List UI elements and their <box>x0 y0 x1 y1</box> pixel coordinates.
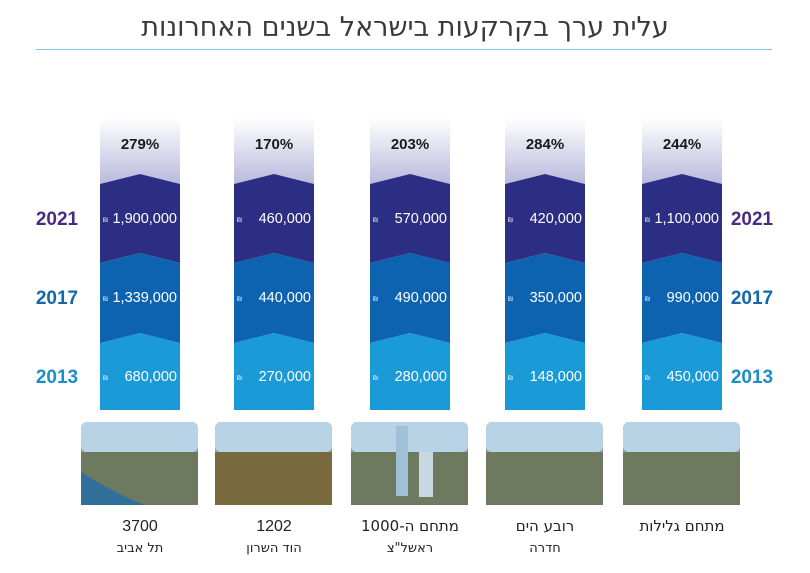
column-1: 279% ₪ 1,900,000 ₪ 1,339,000 ₪ 680,000 3700 תל א… <box>81 118 198 556</box>
shekel-icon: ₪ <box>508 217 513 224</box>
photo-sky <box>215 422 332 452</box>
column-5: 244% ₪ 1,100,000 ₪ 990,000 ₪ 450,000 מתחם גלילו… <box>623 118 740 535</box>
shekel-icon: ₪ <box>237 217 242 224</box>
year-label-left-2017: 2017 <box>36 288 78 309</box>
shekel-icon: ₪ <box>373 217 378 224</box>
band-2013 <box>100 333 180 410</box>
value-2013: 148,000 <box>530 369 582 385</box>
value-2017: 490,000 <box>395 290 447 306</box>
year-label-right-2021: 2021 <box>731 209 774 230</box>
percent-label: 244% <box>663 136 701 153</box>
percent-tab <box>370 118 450 184</box>
project-label: 3700 <box>122 518 158 535</box>
column-2: 170% ₪ 460,000 ₪ 440,000 ₪ 270,000 1202 הוד השרו… <box>215 118 332 556</box>
year-label-right-2017: 2017 <box>731 288 773 309</box>
shekel-icon: ₪ <box>237 375 242 382</box>
photo-sky <box>623 422 740 452</box>
photo-tower <box>396 426 408 496</box>
photo-ground <box>215 452 332 505</box>
percent-label: 203% <box>391 136 429 153</box>
shekel-icon: ₪ <box>645 375 650 382</box>
percent-tab <box>234 118 314 184</box>
band-2017 <box>642 253 722 343</box>
year-label-right-2013: 2013 <box>731 367 773 388</box>
project-label: מתחם ה-1000 <box>361 517 459 535</box>
value-2017: 1,339,000 <box>112 290 177 306</box>
photo-sky <box>81 422 198 452</box>
city-label: ראשל"צ <box>387 541 433 556</box>
band-2013 <box>370 333 450 410</box>
photo-ground <box>623 452 740 505</box>
value-2017: 440,000 <box>259 290 311 306</box>
photo-sky <box>486 422 603 452</box>
percent-tab <box>642 118 722 184</box>
value-2017: 350,000 <box>530 290 582 306</box>
year-label-left-2021: 2021 <box>36 209 79 230</box>
band-2021 <box>234 174 314 263</box>
photo-sky <box>351 422 468 452</box>
photo-tower <box>419 452 433 497</box>
band-2013 <box>642 333 722 410</box>
project-label: מתחם גלילות <box>639 517 724 535</box>
band-2017 <box>234 253 314 343</box>
percent-label: 284% <box>526 136 564 153</box>
value-2021: 1,100,000 <box>654 211 719 227</box>
city-label: הוד השרון <box>246 541 301 556</box>
band-2013 <box>234 333 314 410</box>
percent-label: 170% <box>255 136 293 153</box>
shekel-icon: ₪ <box>103 217 108 224</box>
value-2013: 450,000 <box>667 369 719 385</box>
year-label-left-2013: 2013 <box>36 367 78 388</box>
percent-label: 279% <box>121 136 159 153</box>
band-2017 <box>505 253 585 343</box>
city-label: חדרה <box>529 541 560 556</box>
shekel-icon: ₪ <box>508 296 513 303</box>
city-label: תל אביב <box>117 541 164 556</box>
value-2021: 420,000 <box>530 211 582 227</box>
value-2013: 270,000 <box>259 369 311 385</box>
column-4: 284% ₪ 420,000 ₪ 350,000 ₪ 148,000 רובע הים חדרה <box>486 118 603 556</box>
page-title: עלית ערך בקרקעות בישראל בשנים האחרונות <box>141 12 669 43</box>
band-2021 <box>642 174 722 263</box>
percent-tab <box>505 118 585 184</box>
band-2021 <box>505 174 585 263</box>
value-2013: 680,000 <box>125 369 177 385</box>
photo-sea <box>81 472 146 505</box>
shekel-icon: ₪ <box>373 375 378 382</box>
project-label: 1202 <box>256 518 292 535</box>
value-2021: 570,000 <box>395 211 447 227</box>
value-2017: 990,000 <box>667 290 719 306</box>
title-divider <box>36 49 772 50</box>
band-2017 <box>100 253 180 343</box>
band-2013 <box>505 333 585 410</box>
shekel-icon: ₪ <box>103 296 108 303</box>
project-label: רובע הים <box>516 517 575 535</box>
value-2021: 1,900,000 <box>112 211 177 227</box>
band-2021 <box>100 174 180 263</box>
percent-tab <box>100 118 180 184</box>
photo-ground <box>351 452 468 505</box>
shekel-icon: ₪ <box>103 375 108 382</box>
value-2021: 460,000 <box>259 211 311 227</box>
shekel-icon: ₪ <box>237 296 242 303</box>
value-2013: 280,000 <box>395 369 447 385</box>
band-2017 <box>370 253 450 343</box>
column-3: 203% ₪ 570,000 ₪ 490,000 ₪ 280,000 מתחם ה-1000 ר… <box>351 118 468 556</box>
shekel-icon: ₪ <box>508 375 513 382</box>
shekel-icon: ₪ <box>645 217 650 224</box>
shekel-icon: ₪ <box>645 296 650 303</box>
shekel-icon: ₪ <box>373 296 378 303</box>
photo-ground <box>486 452 603 505</box>
band-2021 <box>370 174 450 263</box>
